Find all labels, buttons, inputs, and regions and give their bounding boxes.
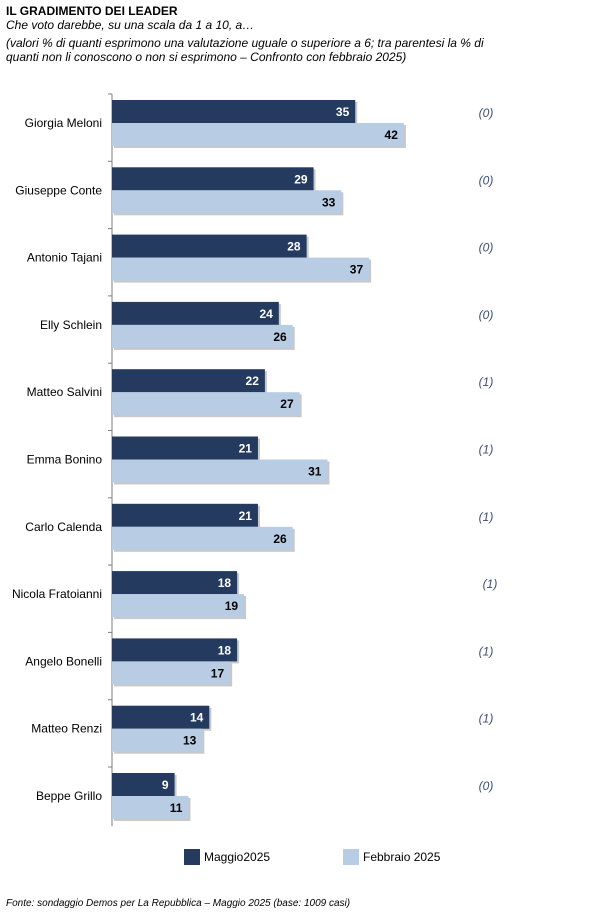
legend-label-febbraio: Febbraio 2025 bbox=[363, 850, 441, 864]
dont-know-value: (0) bbox=[479, 241, 494, 255]
category-label: Giorgia Meloni bbox=[25, 116, 102, 130]
bar-maggio bbox=[112, 773, 175, 796]
dont-know-value: (0) bbox=[479, 779, 494, 793]
bar-maggio bbox=[112, 436, 258, 460]
data-label: 18 bbox=[218, 643, 232, 657]
legend-item-febbraio: Febbraio 2025 bbox=[343, 849, 440, 865]
dont-know-value: (1) bbox=[479, 644, 494, 658]
dont-know-value: (1) bbox=[479, 510, 494, 524]
data-label: 11 bbox=[170, 801, 183, 815]
data-label: 13 bbox=[183, 734, 197, 748]
data-label: 24 bbox=[259, 307, 273, 321]
data-label: 26 bbox=[273, 330, 287, 344]
dont-know-value: (1) bbox=[479, 712, 494, 726]
data-label: 31 bbox=[308, 465, 322, 479]
category-label: Angelo Bonelli bbox=[25, 654, 102, 668]
bar-febbraio bbox=[112, 526, 293, 550]
data-label: 18 bbox=[218, 576, 232, 590]
data-label: 21 bbox=[239, 509, 253, 523]
bar-maggio bbox=[112, 100, 356, 123]
data-label: 29 bbox=[294, 172, 308, 186]
bar-maggio bbox=[112, 167, 314, 191]
bar-maggio bbox=[112, 301, 279, 325]
bar-febbraio bbox=[112, 796, 189, 819]
dont-know-value: (0) bbox=[479, 308, 494, 322]
category-label: Antonio Tajani bbox=[27, 251, 102, 265]
bar-maggio bbox=[112, 503, 258, 527]
bar-febbraio bbox=[112, 257, 370, 281]
legend-label-maggio: Maggio2025 bbox=[204, 850, 271, 864]
dont-know-value: (1) bbox=[479, 375, 494, 389]
data-label: 42 bbox=[385, 128, 399, 142]
dont-know-value: (0) bbox=[479, 106, 494, 120]
category-label: Elly Schlein bbox=[40, 318, 102, 332]
data-label: 14 bbox=[190, 711, 204, 725]
dont-know-value: (1) bbox=[479, 443, 494, 457]
bar-febbraio bbox=[112, 324, 293, 348]
bar-febbraio bbox=[112, 392, 300, 416]
data-label: 27 bbox=[280, 397, 294, 411]
category-label: Matteo Renzi bbox=[31, 722, 102, 736]
data-label: 22 bbox=[246, 374, 260, 388]
chart-subtitle-line-1: Che voto darebbe, su una scala da 1 a 10… bbox=[6, 18, 255, 32]
chart-subtitle-line-2: (valori % di quanti esprimono una valuta… bbox=[6, 36, 484, 50]
data-label: 17 bbox=[211, 666, 225, 680]
bar-febbraio bbox=[112, 459, 328, 483]
category-label: Matteo Salvini bbox=[27, 385, 102, 399]
footer-source: Fonte: sondaggio Demos per La Repubblica… bbox=[6, 898, 351, 909]
bar-febbraio bbox=[112, 190, 342, 214]
category-label: Nicola Fratoianni bbox=[12, 587, 102, 601]
chart-subtitle-line-3: quanti non li conoscono o non si esprimo… bbox=[6, 50, 407, 64]
bar-chart: Giorgia Meloni 35 42 (0) Giuseppe Conte 29 33 (… bbox=[12, 93, 498, 827]
category-label: Beppe Grillo bbox=[36, 789, 102, 803]
legend-item-maggio: Maggio2025 bbox=[184, 849, 270, 865]
legend-swatch-febbraio bbox=[343, 849, 359, 865]
legend-swatch-maggio bbox=[184, 849, 200, 865]
data-label: 9 bbox=[162, 778, 169, 792]
data-label: 35 bbox=[336, 105, 350, 119]
chart-title: IL GRADIMENTO DEI LEADER bbox=[6, 4, 178, 18]
data-label: 19 bbox=[225, 599, 239, 613]
bar-febbraio bbox=[112, 661, 231, 685]
bar-febbraio bbox=[112, 728, 203, 752]
bar-maggio bbox=[112, 638, 238, 662]
data-label: 28 bbox=[287, 240, 301, 254]
bar-maggio bbox=[112, 705, 210, 729]
bar-maggio bbox=[112, 369, 265, 393]
bar-febbraio bbox=[112, 123, 404, 146]
dont-know-value: (1) bbox=[483, 577, 498, 591]
bar-febbraio bbox=[112, 594, 245, 618]
data-label: 21 bbox=[239, 442, 253, 456]
data-label: 37 bbox=[350, 263, 364, 277]
category-label: Carlo Calenda bbox=[25, 520, 102, 534]
category-label: Giuseppe Conte bbox=[15, 183, 102, 197]
dont-know-value: (0) bbox=[479, 173, 494, 187]
bar-maggio bbox=[112, 234, 307, 258]
category-label: Emma Bonino bbox=[27, 453, 103, 467]
data-label: 33 bbox=[322, 195, 336, 209]
data-label: 26 bbox=[273, 532, 287, 546]
bar-maggio bbox=[112, 571, 238, 595]
